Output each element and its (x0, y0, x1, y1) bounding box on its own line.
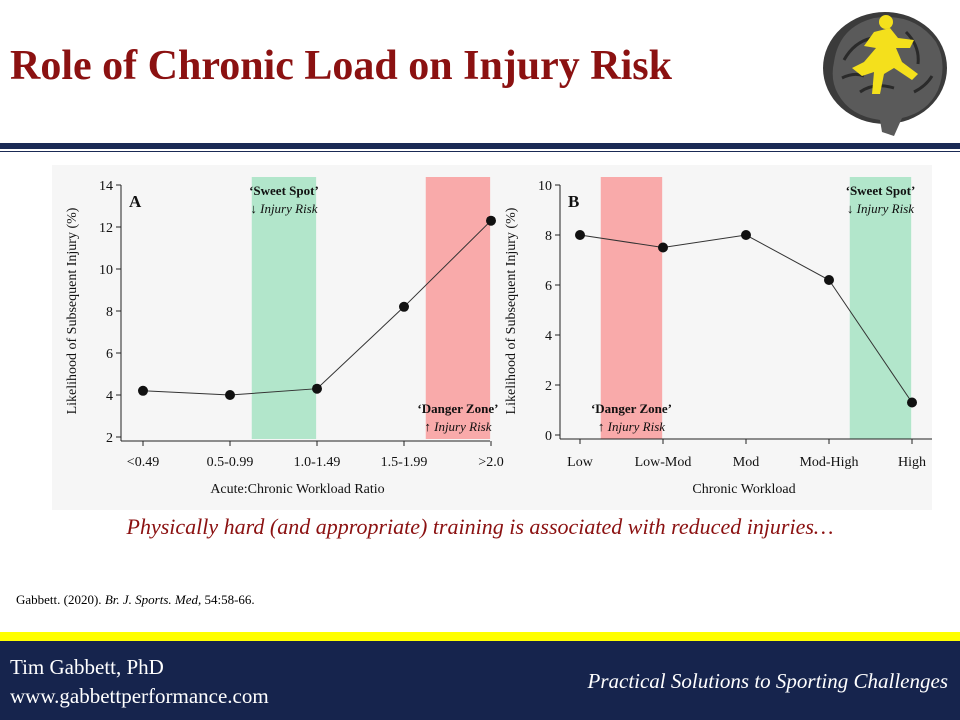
footer-accent-bar (0, 632, 960, 641)
panel-a-sweet-zone-subtitle: ↓ Injury Risk (250, 201, 317, 216)
panel-a-y-tick-label: 10 (99, 263, 113, 278)
panel-b-x-tick-label: Low (567, 455, 594, 470)
panel-b-danger-zone (600, 177, 663, 439)
panel-a-x-tick-label: >2.0 (478, 455, 503, 470)
panel-b-y-tick-label: 2 (545, 379, 552, 394)
panel-a-y-tick-label: 4 (106, 389, 113, 404)
panel-b-data-point (741, 230, 751, 240)
panel-a-sweet-zone (251, 177, 317, 439)
panel-a-x-tick-label: 1.5-1.99 (381, 455, 428, 470)
brain-runner-logo (823, 12, 947, 136)
footer-website-link[interactable]: www.gabbettperformance.com (10, 684, 269, 708)
panel-a-y-tick-label: 8 (106, 305, 113, 320)
panel-a-data-point (312, 383, 322, 394)
panel-a-data-point (138, 385, 148, 396)
citation-author: Gabbett. (2020). (16, 592, 102, 607)
citation-volume: 54:58-66. (204, 592, 255, 607)
panel-a-x-tick-label: 1.0-1.49 (294, 455, 341, 470)
panel-b-data-point (575, 230, 585, 240)
panel-a-data-point (225, 390, 235, 400)
citation-journal: Br. J. Sports. Med, (104, 592, 202, 607)
panel-b-data-point (824, 275, 834, 285)
panel-a-letter: A (129, 192, 142, 211)
panel-a-y-tick-label: 6 (106, 347, 113, 362)
panel-b-y-tick-label: 6 (545, 279, 552, 294)
panel-b-sweet-zone-subtitle: ↓ Injury Risk (847, 201, 914, 216)
footer-tagline: Practical Solutions to Sporting Challeng… (587, 669, 949, 693)
footer: Tim Gabbett, PhD www.gabbettperformance.… (0, 641, 960, 720)
panel-a-data-point (399, 301, 409, 312)
panel-a-sweet-zone-title: ‘Sweet Spot’ (249, 183, 319, 198)
panel-a-danger-zone-title: ‘Danger Zone’ (417, 401, 498, 416)
panel-b-x-tick-label: Mod (733, 455, 759, 470)
footer-author-name: Tim Gabbett, PhD (10, 655, 164, 679)
panel-a-y-tick-label: 14 (99, 179, 113, 194)
panel-b-x-tick-label: Mod-High (799, 455, 858, 470)
panel-a-x-tick-label: 0.5-0.99 (207, 455, 254, 470)
panel-b-letter: B (568, 192, 579, 211)
chart-area: ‘Sweet Spot’ ↓ Injury Risk ‘Danger Zone’ ↑ … (52, 165, 932, 510)
slide-title: Role of Chronic Load on Injury Risk (10, 43, 672, 89)
panel-a-y-tick-label: 2 (106, 431, 113, 446)
panel-b-x-tick-label: Low-Mod (635, 455, 692, 470)
panel-a-danger-zone (425, 177, 491, 439)
gabbett-logo (814, 2, 956, 142)
slide-tagline: Physically hard (and appropriate) traini… (126, 514, 834, 539)
panel-a-x-tick-label: <0.49 (127, 455, 159, 470)
panel-b-y-tick-label: 10 (538, 179, 552, 194)
panel-b-y-tick-label: 8 (545, 229, 552, 244)
panel-a-y-axis-title: Likelihood of Subsequent Injury (%) (65, 207, 80, 414)
panel-b-sweet-zone-title: ‘Sweet Spot’ (846, 183, 916, 198)
citation: Gabbett. (2020). Br. J. Sports. Med, 54:… (16, 592, 255, 608)
panel-a-danger-zone-subtitle: ↑ Injury Risk (424, 419, 491, 434)
panel-b-danger-zone-title: ‘Danger Zone’ (591, 401, 672, 416)
panel-b-x-tick-label: High (898, 455, 926, 470)
panel-b-danger-zone-subtitle: ↑ Injury Risk (598, 419, 665, 434)
panel-b-sweet-zone (849, 177, 912, 439)
panel-b-y-tick-label: 0 (545, 429, 552, 444)
injury-risk-charts: ‘Sweet Spot’ ↓ Injury Risk ‘Danger Zone’ ↑ … (65, 177, 932, 497)
panel-a-data-point (486, 215, 496, 226)
panel-b-x-axis-title: Chronic Workload (692, 482, 795, 497)
panel-b-data-point (658, 242, 668, 253)
header-divider (0, 143, 960, 149)
panel-a-x-axis-title: Acute:Chronic Workload Ratio (210, 482, 384, 497)
panel-a-y-tick-label: 12 (99, 221, 113, 236)
panel-b-data-point (907, 397, 917, 408)
header-divider-thin (0, 151, 960, 152)
panel-b-y-tick-label: 4 (545, 329, 552, 344)
panel-b-y-axis-title: Likelihood of Subsequent Injury (%) (504, 207, 519, 414)
